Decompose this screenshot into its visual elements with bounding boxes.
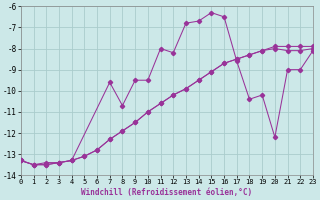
X-axis label: Windchill (Refroidissement éolien,°C): Windchill (Refroidissement éolien,°C) [81, 188, 252, 197]
